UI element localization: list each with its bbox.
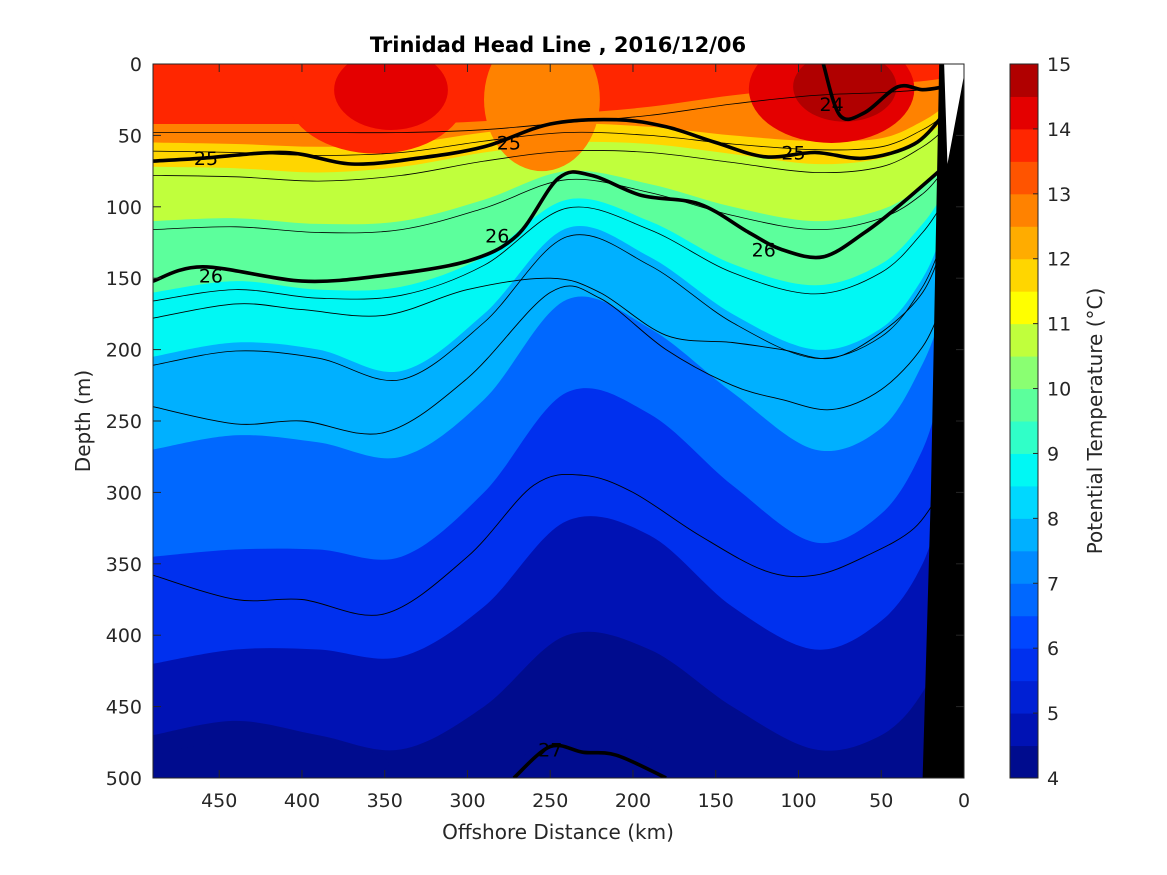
contour-label: 26 xyxy=(199,265,223,287)
warm-core-center xyxy=(334,64,448,130)
contour-labels: 24 25 25 25 26 26 26 27 xyxy=(194,94,844,761)
bottom-topography xyxy=(922,64,964,778)
colorbar-tick-label: 9 xyxy=(1047,443,1059,465)
colorbar-band xyxy=(1010,291,1038,325)
colorbar-band xyxy=(1010,96,1038,130)
isotherm-band xyxy=(153,631,964,778)
colorbar-tick-label: 5 xyxy=(1047,703,1059,725)
contour-label: 25 xyxy=(194,148,218,170)
isotherm-band xyxy=(153,492,964,778)
colorbar-band xyxy=(1010,161,1038,195)
colorbar-title: Potential Temperature (°C) xyxy=(1083,288,1107,555)
colorbar-tick-label: 8 xyxy=(1047,508,1059,530)
contour-label: 24 xyxy=(819,94,843,116)
contour-label: 27 xyxy=(538,739,562,761)
colorbar-tick-label: 7 xyxy=(1047,573,1059,595)
colorbar-band xyxy=(1010,421,1038,454)
y-tick-label: 200 xyxy=(106,340,142,362)
x-tick-label: 400 xyxy=(284,790,320,812)
x-tick-label: 450 xyxy=(201,790,237,812)
colorbar-band xyxy=(1010,518,1038,552)
y-tick-label: 0 xyxy=(130,54,142,76)
colorbar-tick-label: 12 xyxy=(1047,249,1071,271)
thin-contour xyxy=(153,473,945,616)
cold-patch xyxy=(153,741,389,778)
chart-title: Trinidad Head Line , 2016/12/06 xyxy=(370,33,746,57)
warm-core-center xyxy=(793,64,897,122)
colorbar-band xyxy=(1010,648,1038,682)
contour-label: 25 xyxy=(781,143,805,165)
x-tick-label: 50 xyxy=(869,790,893,812)
seafloor xyxy=(922,64,964,778)
thin-contour xyxy=(153,234,945,381)
y-tick-label: 300 xyxy=(106,482,142,504)
thin-contour xyxy=(153,200,945,302)
colorbar-band xyxy=(1010,745,1038,779)
y-tick-label: 100 xyxy=(106,197,142,219)
colorbar-band xyxy=(1010,193,1038,227)
colorbar-band xyxy=(1010,713,1038,747)
plot-area: 24 25 25 25 26 26 26 27 xyxy=(152,63,965,779)
thin-contour xyxy=(153,285,945,435)
colorbar-tick-label: 4 xyxy=(1047,768,1059,790)
y-tick-label: 450 xyxy=(106,697,142,719)
colorbar-band xyxy=(1010,323,1038,357)
colorbar-tick-label: 6 xyxy=(1047,638,1059,660)
y-tick-label: 350 xyxy=(106,554,142,576)
colorbar-band xyxy=(1010,128,1038,162)
colorbar-band xyxy=(1010,550,1038,584)
colorbar-band xyxy=(1010,356,1038,390)
y-tick-label: 500 xyxy=(106,768,142,790)
colorbar-band xyxy=(1010,388,1038,422)
colorbar-band xyxy=(1010,226,1038,260)
y-axis-title: Depth (m) xyxy=(71,370,95,472)
y-tick-label: 150 xyxy=(106,268,142,290)
colorbar-band xyxy=(1010,64,1038,97)
x-tick-label: 0 xyxy=(958,790,970,812)
colorbar-band xyxy=(1010,485,1038,519)
colorbar-band xyxy=(1010,615,1038,649)
x-tick-label: 150 xyxy=(698,790,734,812)
contour-label: 26 xyxy=(485,225,509,247)
cool-patch xyxy=(484,64,600,172)
density-contour-24 xyxy=(821,64,945,122)
y-tick-label: 400 xyxy=(106,625,142,647)
x-tick-label: 250 xyxy=(532,790,568,812)
contour-label: 26 xyxy=(752,240,776,262)
x-axis: 450 400 350 300 250 200 150 100 50 0 xyxy=(201,64,970,812)
density-contour-25 xyxy=(153,112,946,166)
thin-contour xyxy=(153,242,945,360)
contour-label: 25 xyxy=(497,133,521,155)
x-tick-label: 300 xyxy=(449,790,485,812)
density-contour-27 xyxy=(512,743,667,778)
colorbar-band xyxy=(1010,258,1038,292)
density-contours xyxy=(153,64,946,778)
y-tick-label: 250 xyxy=(106,411,142,433)
colorbar-tick-label: 11 xyxy=(1047,314,1071,336)
colorbar-frame xyxy=(1009,63,1039,779)
colorbar-tick-label: 10 xyxy=(1047,379,1071,401)
thin-contour xyxy=(153,169,945,234)
x-tick-label: 350 xyxy=(367,790,403,812)
colorbar-tick-label: 15 xyxy=(1047,54,1071,76)
y-tick-label: 50 xyxy=(118,125,142,147)
x-axis-title: Offshore Distance (km) xyxy=(442,820,674,844)
thin-contours xyxy=(153,86,945,616)
colorbar-tick-label: 14 xyxy=(1047,119,1071,141)
colorbar-band xyxy=(1010,680,1038,714)
x-tick-label: 200 xyxy=(615,790,651,812)
thin-contour xyxy=(153,129,945,182)
coast-gap xyxy=(944,64,964,164)
colorbar: 4 5 6 7 8 9 10 11 12 13 14 15 xyxy=(1009,54,1071,790)
y-axis: 0 50 100 150 200 250 300 350 400 450 500 xyxy=(106,54,964,790)
colorbar-band xyxy=(1010,453,1038,487)
x-tick-label: 100 xyxy=(780,790,816,812)
colorbar-tick-label: 13 xyxy=(1047,184,1071,206)
temperature-fill xyxy=(153,64,964,778)
density-contour-26 xyxy=(153,165,946,284)
colorbar-band xyxy=(1010,583,1038,617)
